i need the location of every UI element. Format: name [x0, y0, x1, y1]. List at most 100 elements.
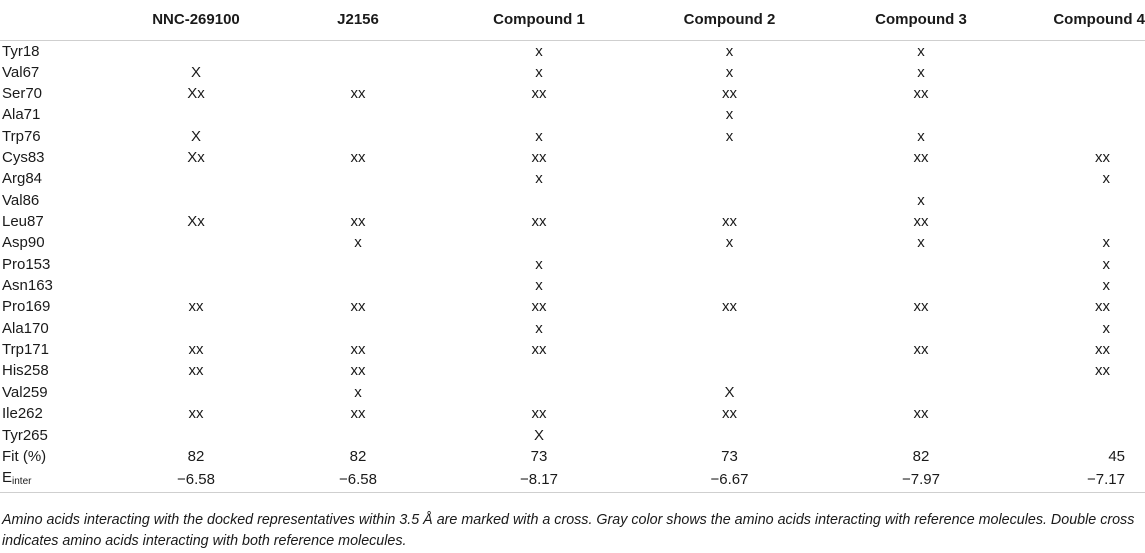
table-cell: xx: [188, 405, 204, 423]
row-label: His258: [2, 362, 49, 380]
table-cell: [634, 424, 825, 445]
table-row: Cys83 Xx xx xx xx xx: [0, 147, 1145, 168]
table-cell: −6.58: [272, 467, 444, 494]
table-cell: xx: [913, 213, 929, 231]
table-cell: [634, 318, 825, 339]
table-cell: [272, 40, 444, 62]
table-cell: [1017, 382, 1145, 403]
table-cell: xx: [1095, 341, 1110, 359]
table-cell: [825, 104, 1017, 125]
table-cell: [825, 424, 1017, 445]
table-cell: x: [1102, 319, 1111, 337]
table-header: NNC-269100 J2156 Compound 1 Compound 2 Compo…: [0, 0, 1145, 41]
table-cell: xx: [913, 298, 929, 316]
table-cell: [272, 104, 444, 125]
row-label: Trp76: [2, 127, 41, 145]
table-cell: [120, 382, 272, 403]
table-cell: [444, 190, 634, 211]
table-cell: x: [917, 42, 925, 60]
header-row: NNC-269100 J2156 Compound 1 Compound 2 Compo…: [0, 0, 1145, 41]
row-label: Asn163: [2, 277, 53, 295]
table-cell: xx: [350, 405, 366, 423]
table-cell: xx: [188, 341, 204, 359]
table-cell: [825, 168, 1017, 189]
table-cell: [825, 382, 1017, 403]
interaction-table: NNC-269100 J2156 Compound 1 Compound 2 Compo…: [0, 0, 1145, 494]
table-row: Ala170 x x: [0, 318, 1145, 339]
table-cell: x: [354, 383, 362, 401]
table-cell: x: [354, 234, 362, 252]
table-row: Val259 x X: [0, 382, 1145, 403]
row-label: Leu87: [2, 213, 44, 231]
table-row: Ala71 x: [0, 104, 1145, 125]
table-cell: x: [1102, 277, 1111, 295]
table-cell: xx: [722, 405, 737, 423]
row-label: Cys83: [2, 149, 45, 167]
table-cell: [120, 104, 272, 125]
table-cell: [634, 360, 825, 381]
table-cell: [634, 190, 825, 211]
table-cell: −6.67: [634, 467, 825, 494]
table-cell: x: [535, 170, 543, 188]
table-cell: [1017, 62, 1145, 83]
table-row: Asn163 x x: [0, 275, 1145, 296]
table-cell: x: [725, 234, 734, 252]
table-cell: [120, 190, 272, 211]
table-row: Asp90 x x x x: [0, 232, 1145, 253]
table-cell: x: [1102, 170, 1111, 188]
table-cell: xx: [188, 362, 204, 380]
row-label: Tyr18: [2, 42, 40, 60]
header-cell-compound-2: Compound 2: [634, 0, 825, 41]
table-cell: xx: [350, 362, 366, 380]
table-cell: x: [725, 127, 734, 145]
row-label: Val86: [2, 191, 40, 209]
table-cell: xx: [913, 405, 929, 423]
table-cell: [120, 40, 272, 62]
table-cell: xx: [531, 149, 547, 167]
table-cell: [272, 254, 444, 275]
table-cell: [272, 62, 444, 83]
header-cell-row-label: [0, 0, 120, 41]
table-row: Ser70 Xx xx xx xx xx: [0, 83, 1145, 104]
table-cell: xx: [350, 213, 366, 231]
table-cell: [634, 339, 825, 360]
table-cell: −6.58: [120, 467, 272, 494]
table-cell: X: [724, 383, 735, 401]
table-cell: xx: [722, 213, 737, 231]
row-label: Arg84: [2, 170, 43, 188]
table-row: His258 xx xx xx: [0, 360, 1145, 381]
table-cell: X: [533, 426, 544, 444]
table-cell: 82: [187, 447, 205, 465]
table-cell: [634, 168, 825, 189]
table-cell: x: [917, 63, 925, 81]
table-cell: xx: [1095, 149, 1110, 167]
header-cell-compound-4: Compound 4: [1017, 0, 1145, 41]
row-label: Pro153: [2, 255, 51, 273]
table-cell: Xx: [187, 149, 205, 167]
table-row: Val86 x: [0, 190, 1145, 211]
row-label-einter: Einter: [0, 467, 120, 494]
table-row: Trp171 xx xx xx xx xx: [0, 339, 1145, 360]
table-cell: xx: [1095, 362, 1110, 380]
table-cell: [1017, 211, 1145, 232]
table-cell: x: [725, 42, 734, 60]
table-cell: [1017, 424, 1145, 445]
table-cell: xx: [350, 341, 366, 359]
table-cell: [272, 168, 444, 189]
table-cell: xx: [350, 85, 366, 103]
table-cell: [444, 232, 634, 253]
table-cell: x: [535, 63, 543, 81]
table-cell: 82: [349, 447, 367, 465]
table-cell: x: [917, 127, 925, 145]
table-cell: [825, 275, 1017, 296]
table-cell: [272, 190, 444, 211]
table-cell: [825, 318, 1017, 339]
table-cell: x: [1102, 234, 1111, 252]
table-cell: [825, 254, 1017, 275]
row-label: Val67: [2, 63, 40, 81]
table-cell: 73: [530, 447, 548, 465]
row-label: Ala170: [2, 319, 49, 337]
